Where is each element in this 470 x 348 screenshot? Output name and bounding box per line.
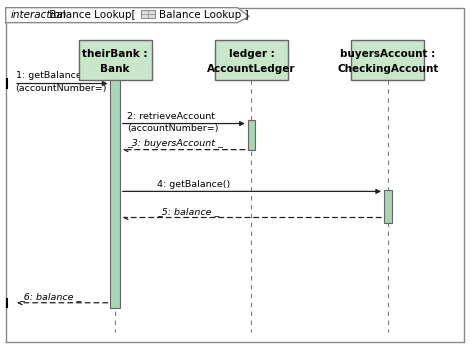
FancyBboxPatch shape — [215, 40, 288, 80]
Text: (accountNumber=): (accountNumber=) — [16, 84, 107, 93]
FancyBboxPatch shape — [141, 10, 155, 18]
FancyBboxPatch shape — [78, 40, 152, 80]
Text: _3: buyersAccount _: _3: buyersAccount _ — [127, 139, 223, 148]
Text: Bank: Bank — [101, 64, 130, 74]
Text: (accountNumber=): (accountNumber=) — [127, 124, 219, 133]
Text: ledger :: ledger : — [228, 49, 274, 59]
Text: _6: balance _: _6: balance _ — [19, 292, 81, 301]
Text: _5: balance _: _5: balance _ — [157, 207, 219, 216]
FancyBboxPatch shape — [384, 190, 392, 223]
FancyBboxPatch shape — [110, 80, 120, 308]
Text: Balance Lookup ]: Balance Lookup ] — [159, 10, 249, 20]
Text: AccountLedger: AccountLedger — [207, 64, 296, 74]
Text: interaction: interaction — [10, 10, 67, 20]
Polygon shape — [6, 8, 249, 23]
Text: 2: retrieveAccount: 2: retrieveAccount — [127, 112, 215, 121]
Text: CheckingAccount: CheckingAccount — [337, 64, 439, 74]
FancyBboxPatch shape — [248, 120, 255, 150]
Text: 4: getBalance(): 4: getBalance() — [157, 180, 231, 189]
Text: buyersAccount :: buyersAccount : — [340, 49, 435, 59]
FancyBboxPatch shape — [351, 40, 424, 80]
Text: 1: getBalance: 1: getBalance — [16, 71, 81, 80]
Text: Balance Lookup[: Balance Lookup[ — [46, 10, 135, 20]
Text: theirBank :: theirBank : — [82, 49, 148, 59]
